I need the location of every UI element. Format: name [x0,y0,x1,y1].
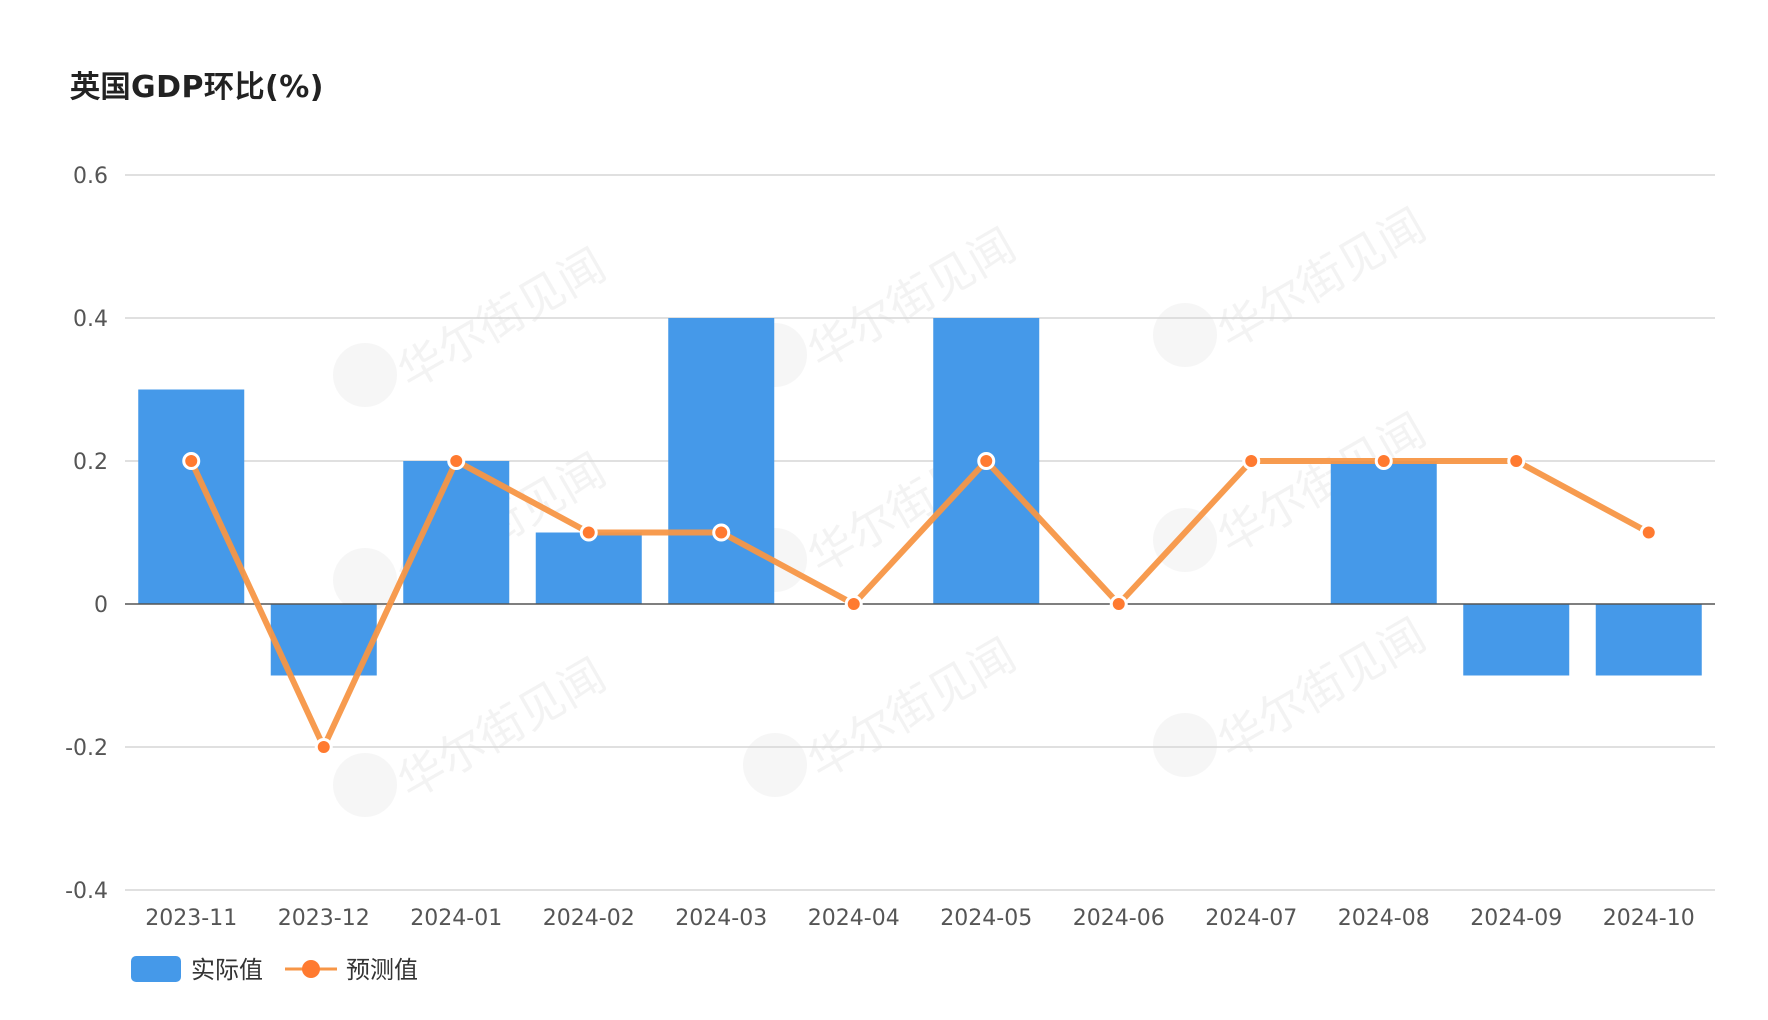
forecast-point[interactable] [844,595,863,613]
watermark-text: 华尔街见闻 [389,648,615,810]
forecast-point[interactable] [712,523,731,542]
forecast-points [182,452,1658,756]
actual-bars [138,318,1702,676]
watermark: 华尔街见闻 [799,628,1025,790]
x-tick-label: 2023-12 [278,906,370,931]
x-tick-label: 2024-10 [1603,906,1695,931]
x-tick-label: 2024-06 [1073,906,1165,931]
actual-bar [1330,461,1437,604]
forecast-line-layer [188,458,1652,750]
forecast-point[interactable] [314,738,333,756]
x-tick-label: 2024-04 [808,906,900,931]
forecast-point[interactable] [1109,595,1128,613]
x-tick-label: 2024-05 [940,906,1032,931]
chart-title: 英国GDP环比(%) [70,70,324,105]
y-tick-label: 0.4 [73,307,108,332]
forecast-point[interactable] [579,523,598,542]
actual-bar [270,604,377,676]
forecast-point[interactable] [447,452,466,470]
x-tick-label: 2024-03 [675,906,767,931]
x-tick-label: 2024-09 [1470,906,1562,931]
actual-bar [1463,604,1570,676]
y-tick-label: -0.4 [65,879,108,904]
watermark: 华尔街见闻 [1209,198,1435,360]
actual-bar [668,318,775,604]
actual-bar [535,532,642,604]
legend-bar-swatch [131,956,181,982]
legend-item-forecast[interactable]: 预测值 [285,956,418,984]
x-tick-label: 2024-07 [1205,906,1297,931]
x-axis-ticks: 2023-11 2023-12 2024-01 2024-02 2024-03 2024-… [145,906,1694,931]
forecast-line [188,458,1652,750]
forecast-point[interactable] [977,452,996,470]
actual-bar [1595,604,1702,676]
x-tick-label: 2023-11 [145,906,237,931]
y-tick-label: 0.2 [73,450,108,475]
watermark-text: 华尔街见闻 [1209,608,1435,770]
x-tick-label: 2024-08 [1338,906,1430,931]
y-tick-label: -0.2 [65,736,108,761]
forecast-point[interactable] [182,452,201,470]
watermark: 华尔街见闻 [389,238,615,400]
legend-dot-swatch [302,960,320,978]
legend-label: 实际值 [191,956,263,984]
y-axis-ticks: 0.6 0.4 0.2 0 -0.2 -0.4 [65,164,108,904]
x-tick-label: 2024-02 [543,906,635,931]
forecast-point[interactable] [1507,452,1526,470]
watermark: 华尔街见闻 [1209,608,1435,770]
legend-item-actual[interactable]: 实际值 [131,956,263,984]
y-tick-label: 0.6 [73,164,108,189]
forecast-point[interactable] [1374,452,1393,470]
actual-bar [138,389,245,604]
legend-label: 预测值 [346,956,418,984]
forecast-point[interactable] [1639,523,1658,542]
forecast-point[interactable] [1242,452,1261,470]
watermark-text: 华尔街见闻 [1209,198,1435,360]
x-tick-label: 2024-01 [410,906,502,931]
y-tick-label: 0 [94,593,108,618]
watermark-text: 华尔街见闻 [799,628,1025,790]
legend: 实际值 预测值 [131,956,418,984]
